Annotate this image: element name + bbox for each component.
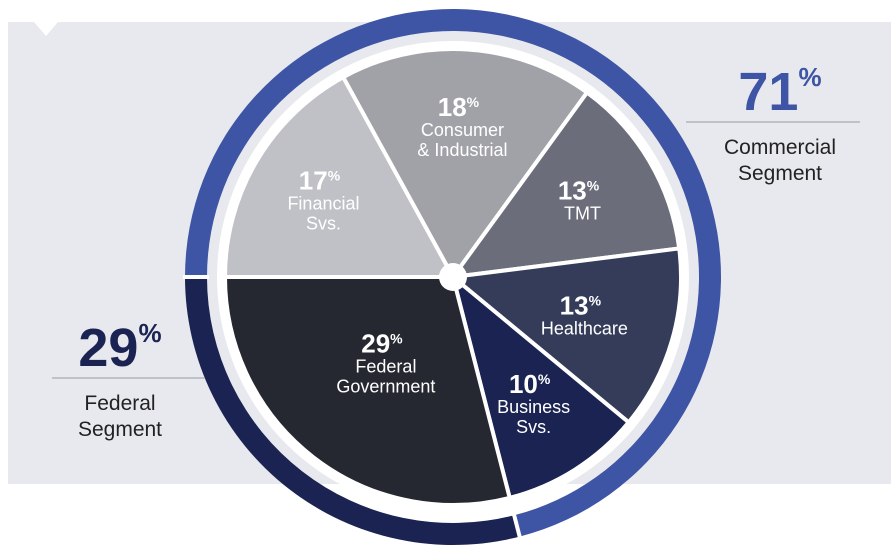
pie-slice [223, 75, 455, 279]
slice-label: TMT [564, 203, 601, 223]
pie-slice [451, 90, 682, 279]
slice-labels: 18%Consumer& Industrial13%TMT13%Healthca… [287, 92, 627, 437]
segment-ring-gap [511, 512, 523, 540]
slice-percent: 10% [509, 369, 551, 399]
commercial-segment-percent: 71% [738, 62, 821, 122]
slice-label: Consumer [421, 120, 504, 140]
percent-sign: % [538, 371, 551, 387]
slice-label: Business [497, 397, 570, 417]
slice-percent: 13% [558, 175, 600, 205]
pie-slice [341, 47, 590, 279]
pie-center-hub [439, 263, 467, 291]
slice-label: Federal [355, 357, 416, 377]
commercial-segment-label: Commercial [724, 136, 836, 159]
percent-sign: % [390, 331, 403, 347]
commercial-segment-label: Segment [738, 162, 822, 185]
federal-segment-percent: 29% [78, 318, 161, 378]
slice-percent: 17% [299, 165, 341, 195]
federal-segment-label: Segment [78, 418, 162, 441]
percent-sign: % [587, 177, 600, 193]
federal-segment-label: Federal [84, 392, 155, 415]
slice-label: & Industrial [417, 140, 507, 160]
slice-label: Svs. [516, 417, 551, 437]
slice-percent: 13% [560, 290, 602, 320]
slice-label: Government [336, 377, 435, 397]
pie-slice [451, 246, 683, 425]
slice-label: Svs. [306, 213, 341, 233]
slice-percent: 18% [438, 92, 480, 122]
slice-label: Financial [287, 193, 359, 213]
percent-sign: % [467, 94, 480, 110]
percent-sign: % [589, 292, 602, 308]
percent-sign: % [328, 167, 341, 183]
pie-slice [223, 275, 512, 507]
slice-label: Healthcare [541, 318, 628, 338]
slice-percent: 29% [361, 329, 403, 359]
segment-ring [183, 8, 721, 545]
